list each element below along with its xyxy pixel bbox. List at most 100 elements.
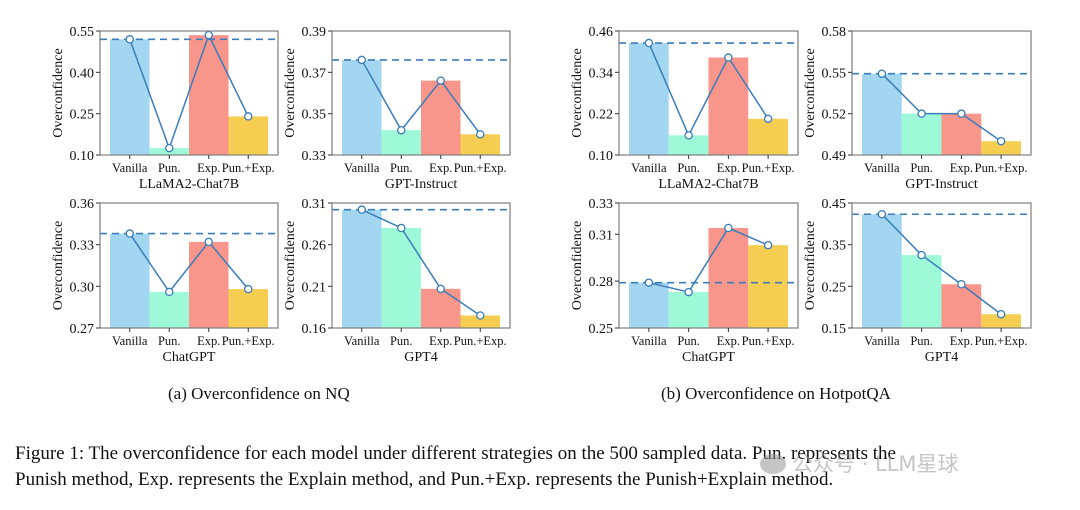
x-axis-label: ChatGPT xyxy=(682,350,735,365)
caption-line-1: Figure 1: The overconfidence for each mo… xyxy=(15,443,896,464)
y-tick-label: 0.31 xyxy=(589,228,614,243)
trend-line xyxy=(881,73,1002,142)
data-point xyxy=(644,278,654,287)
x-tick-label: Pun.+Exp. xyxy=(975,334,1028,348)
x-tick-label: Pun.+Exp. xyxy=(222,334,275,348)
x-tick-label: Pun. xyxy=(677,161,700,175)
data-point xyxy=(996,136,1006,146)
data-point xyxy=(957,109,966,118)
data-point xyxy=(243,284,253,294)
data-point xyxy=(396,125,406,135)
plot-frame xyxy=(851,30,1032,156)
bar-vanilla xyxy=(342,209,382,328)
subplot-nq-llama2: 0.10 0.25 0.40 0.55 Vanilla Pun. Exp. Pun.+Exp.… xyxy=(51,25,279,192)
x-tick-label: Vanilla xyxy=(344,161,380,175)
trend-line xyxy=(129,233,249,294)
x-tick-label: Pun. xyxy=(158,334,181,348)
y-tick-label: 0.58 xyxy=(822,25,847,40)
bar-vanilla xyxy=(629,282,669,328)
subplot-nq-gpt4: 0.16 0.21 0.26 0.31 Vanilla Pun. Exp. Pun.+Exp.… xyxy=(283,197,511,365)
trend-line xyxy=(881,213,1002,315)
y-tick-label: 0.45 xyxy=(822,197,847,212)
x-axis-label: ChatGPT xyxy=(163,350,216,365)
y-tick-label: 0.25 xyxy=(589,322,614,337)
y-tick-label: 0.28 xyxy=(589,275,614,290)
subplot-hotpot-chatgpt: 0.25 0.28 0.31 0.33 Vanilla Pun. Exp. Pun.+Exp.… xyxy=(570,197,799,365)
x-tick-label: Vanilla xyxy=(864,334,900,348)
y-axis-label: Overconfidence xyxy=(803,221,818,310)
bar-exp- xyxy=(189,35,229,156)
plot-frame xyxy=(618,202,799,329)
bar-pun-exp- xyxy=(981,314,1021,328)
x-tick-label: Pun. xyxy=(390,334,413,348)
y-tick-label: 0.16 xyxy=(302,322,327,337)
trend-line xyxy=(129,33,249,151)
bar-exp- xyxy=(708,57,749,156)
data-point xyxy=(357,55,366,65)
plot-frame xyxy=(331,202,511,329)
x-tick-label: Exp. xyxy=(950,161,973,175)
bar-pun- xyxy=(668,135,709,155)
x-tick-label: Pun. xyxy=(910,161,933,175)
data-point xyxy=(243,112,253,121)
data-point xyxy=(475,130,485,139)
plot-frame xyxy=(99,202,279,329)
y-tick-label: 0.33 xyxy=(302,149,327,164)
bar-pun-exp- xyxy=(981,141,1021,155)
bar-pun-exp- xyxy=(228,116,268,155)
y-tick-label: 0.10 xyxy=(589,149,614,164)
y-tick-label: 0.40 xyxy=(70,66,95,81)
data-point xyxy=(125,35,135,44)
y-tick-label: 0.30 xyxy=(70,280,95,295)
trend-line xyxy=(648,42,769,138)
x-tick-label: Vanilla xyxy=(631,161,667,175)
subcaption-hotpotqa: (b) Overconfidence on HotpotQA xyxy=(661,384,891,403)
figure-caption: Figure 1: The overconfidence for each mo… xyxy=(15,441,1075,493)
y-tick-label: 0.55 xyxy=(822,66,847,81)
y-tick-label: 0.34 xyxy=(589,66,614,81)
data-point xyxy=(164,143,174,153)
y-axis-label: Overconfidence xyxy=(283,48,298,137)
x-tick-label: Exp. xyxy=(429,334,452,348)
plot-frame xyxy=(99,30,279,156)
data-point xyxy=(204,30,213,40)
y-tick-label: 0.33 xyxy=(70,239,95,254)
plot-frame xyxy=(618,30,799,156)
y-tick-label: 0.10 xyxy=(70,149,95,164)
data-point xyxy=(644,38,654,48)
x-tick-label: Vanilla xyxy=(631,334,667,348)
x-tick-label: Pun. xyxy=(158,161,181,175)
y-tick-label: 0.55 xyxy=(70,25,95,40)
x-axis-label: GPT-Instruct xyxy=(385,177,458,192)
y-tick-label: 0.25 xyxy=(70,108,95,123)
bar-pun- xyxy=(381,228,421,328)
y-tick-label: 0.22 xyxy=(589,108,614,123)
y-tick-label: 0.21 xyxy=(302,280,327,295)
x-axis-label: GPT4 xyxy=(404,350,437,365)
x-tick-label: Exp. xyxy=(950,334,973,348)
bar-pun-exp- xyxy=(748,118,788,155)
bar-exp- xyxy=(941,113,982,155)
x-tick-label: Exp. xyxy=(717,334,740,348)
x-tick-label: Pun. xyxy=(677,334,700,348)
y-tick-label: 0.52 xyxy=(822,108,847,123)
bar-vanilla xyxy=(629,43,669,155)
y-tick-label: 0.33 xyxy=(589,197,614,212)
trend-line xyxy=(361,59,481,135)
x-tick-label: Pun.+Exp. xyxy=(975,161,1028,175)
bar-pun-exp- xyxy=(460,134,500,155)
x-axis-label: LLaMA2-Chat7B xyxy=(658,177,758,192)
y-tick-label: 0.37 xyxy=(302,66,327,81)
x-tick-label: Exp. xyxy=(197,161,220,175)
x-tick-label: Pun.+Exp. xyxy=(742,161,795,175)
y-tick-label: 0.27 xyxy=(70,322,95,337)
y-axis-label: Overconfidence xyxy=(570,48,585,137)
data-point xyxy=(684,131,693,140)
bar-pun-exp- xyxy=(228,289,268,328)
x-tick-label: Exp. xyxy=(197,334,220,348)
y-axis-label: Overconfidence xyxy=(803,48,818,137)
y-tick-label: 0.35 xyxy=(302,108,327,123)
bar-exp- xyxy=(189,241,229,328)
y-axis-label: Overconfidence xyxy=(570,221,585,310)
